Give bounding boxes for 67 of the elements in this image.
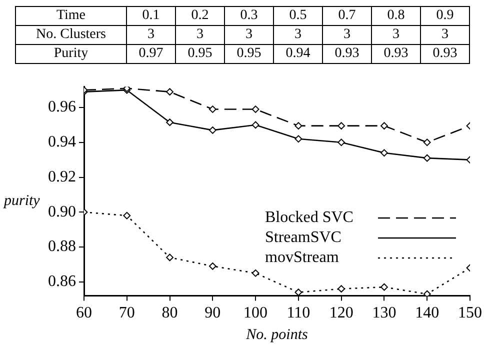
y-tick-label: 0.92 bbox=[48, 168, 76, 186]
point bbox=[294, 135, 302, 143]
point bbox=[166, 118, 174, 126]
x-tick-label: 70 bbox=[118, 304, 135, 322]
series-label: movStream bbox=[265, 248, 340, 268]
point bbox=[423, 154, 431, 162]
x-tick-label: 130 bbox=[372, 304, 396, 322]
x-tick-label: 0.5 bbox=[274, 6, 322, 26]
point bbox=[380, 149, 388, 157]
data-label: 0.93 bbox=[372, 44, 420, 64]
y-tick-label: No. Clusters bbox=[16, 26, 126, 44]
x-axis-title: No. points bbox=[245, 326, 308, 343]
y-tick-label: 0.94 bbox=[48, 134, 76, 151]
x-tick-label: 0.7 bbox=[322, 6, 372, 26]
data-label: 0.97 bbox=[126, 44, 176, 64]
point bbox=[208, 262, 216, 270]
x-tick-label: 110 bbox=[286, 304, 310, 322]
point bbox=[294, 288, 302, 296]
point bbox=[338, 285, 346, 293]
x-tick-label: 80 bbox=[162, 304, 178, 322]
point bbox=[252, 121, 260, 129]
data-label: 3 bbox=[126, 26, 176, 44]
point bbox=[338, 138, 346, 146]
legend-label: Blocked SVC bbox=[265, 208, 354, 228]
x-tick-label: 0.3 bbox=[224, 6, 274, 26]
legend-label: StreamSVC bbox=[265, 228, 342, 248]
point bbox=[252, 106, 260, 113]
x-tick-label: 0.1 bbox=[126, 6, 176, 26]
data-label: 3 bbox=[372, 26, 420, 44]
x-tick-label: 0.8 bbox=[372, 6, 420, 26]
x-tick-label: 100 bbox=[244, 304, 268, 322]
x-tick-label: 0.2 bbox=[176, 6, 224, 26]
x-tick-label: 90 bbox=[204, 304, 221, 322]
point bbox=[380, 283, 388, 291]
point bbox=[166, 88, 174, 96]
point bbox=[208, 126, 216, 134]
data-label: 3 bbox=[420, 26, 470, 44]
point bbox=[423, 290, 431, 296]
y-tick-label: Purity bbox=[16, 44, 126, 64]
point bbox=[208, 106, 216, 113]
data-label: 3 bbox=[274, 26, 322, 44]
data-label: 3 bbox=[322, 26, 372, 44]
point bbox=[166, 254, 174, 262]
y-tick-label: 0.96 bbox=[48, 98, 76, 116]
data-label: 0.93 bbox=[420, 44, 470, 64]
y-tick-label: 0.90 bbox=[48, 203, 76, 220]
point bbox=[423, 138, 431, 146]
y-tick-label: 0.88 bbox=[48, 238, 76, 256]
point bbox=[338, 122, 346, 130]
x-axis-title: Time bbox=[16, 6, 126, 26]
x-tick-label: 60 bbox=[76, 304, 92, 322]
data-label: 3 bbox=[176, 26, 224, 44]
data-label: 0.95 bbox=[224, 44, 274, 64]
data-label: 3 bbox=[224, 26, 274, 44]
x-tick-label: 140 bbox=[415, 304, 440, 322]
data-label: 0.95 bbox=[176, 44, 224, 64]
y-tick-label: 0.86 bbox=[48, 273, 76, 290]
point bbox=[294, 122, 302, 130]
x-tick-label: 0.9 bbox=[420, 6, 470, 26]
point bbox=[380, 122, 388, 130]
y-axis-title: purity bbox=[3, 193, 40, 210]
point bbox=[252, 269, 260, 277]
point bbox=[123, 212, 131, 220]
data-label: 0.93 bbox=[322, 44, 372, 64]
x-tick-label: 120 bbox=[329, 304, 354, 322]
x-tick-label: 150 bbox=[458, 304, 482, 322]
data-label: 0.94 bbox=[274, 44, 322, 64]
